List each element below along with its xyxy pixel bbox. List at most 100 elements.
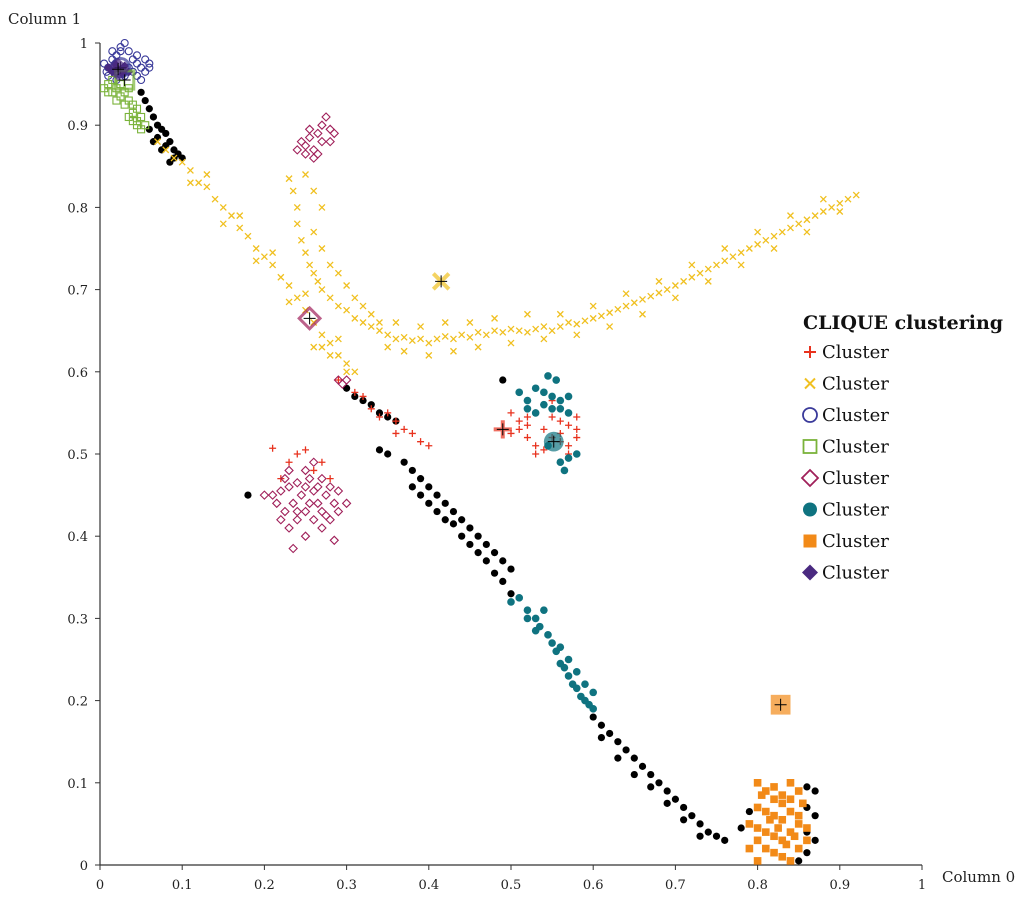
data-point bbox=[819, 195, 827, 203]
noise-point bbox=[466, 524, 474, 532]
data-point bbox=[300, 506, 311, 517]
noise-point bbox=[614, 754, 622, 762]
noise-point bbox=[712, 832, 721, 840]
data-point bbox=[137, 75, 146, 85]
data-point bbox=[745, 820, 754, 828]
noise-point bbox=[630, 770, 638, 779]
data-point bbox=[560, 466, 569, 475]
noise-point bbox=[474, 532, 482, 540]
data-point bbox=[280, 473, 290, 484]
series-2 bbox=[154, 138, 860, 376]
data-point bbox=[343, 360, 351, 368]
noise-point bbox=[384, 413, 392, 421]
data-point bbox=[794, 820, 803, 828]
data-point bbox=[836, 199, 844, 207]
data-point bbox=[313, 498, 323, 509]
data-point bbox=[507, 598, 515, 606]
data-point bbox=[532, 325, 540, 333]
noise-point bbox=[663, 799, 671, 807]
data-point bbox=[680, 277, 688, 285]
data-point bbox=[392, 335, 400, 343]
centroid-crosshair bbox=[435, 275, 448, 288]
data-point bbox=[417, 335, 425, 343]
centroid-crosshair bbox=[118, 73, 131, 86]
noise-point bbox=[384, 450, 392, 458]
data-point bbox=[753, 779, 762, 787]
data-point bbox=[573, 413, 581, 421]
x-ticks: 0 0.1 0.2 0.3 0.4 0.5 0.6 0.7 0.8 0.9 1 bbox=[96, 865, 926, 893]
legend: CLIQUE clustering ClusterClusterClusterC… bbox=[800, 312, 1003, 584]
data-point bbox=[787, 224, 794, 232]
data-point bbox=[515, 388, 524, 397]
data-point bbox=[531, 409, 540, 417]
y-tick-label: 1 bbox=[80, 37, 88, 52]
data-point bbox=[552, 376, 561, 384]
noise-point bbox=[441, 516, 449, 524]
noise-point bbox=[811, 812, 819, 820]
data-point bbox=[466, 333, 474, 341]
noise-point bbox=[638, 762, 647, 770]
data-point bbox=[132, 121, 142, 130]
noise-point bbox=[367, 401, 375, 409]
data-point bbox=[606, 309, 614, 317]
data-point bbox=[540, 388, 548, 397]
data-point bbox=[523, 606, 532, 614]
data-point bbox=[392, 429, 400, 437]
data-point bbox=[317, 136, 327, 147]
data-point bbox=[556, 396, 565, 405]
x-tick-label: 0.9 bbox=[829, 878, 850, 893]
y-axis-label: Column 1 bbox=[8, 10, 81, 28]
legend-items: Cluster Cluster Cluster Cluster Cluster Clust… bbox=[800, 342, 889, 584]
axes: 0 0.1 0.2 0.3 0.4 0.5 0.6 0.7 0.8 0.9 1 0 0.1 0.2 0.3… bbox=[8, 10, 1015, 893]
noise-point bbox=[433, 491, 441, 499]
noise-point bbox=[597, 721, 606, 729]
data-point bbox=[655, 289, 663, 297]
data-point bbox=[313, 149, 323, 159]
noise-point bbox=[614, 738, 622, 746]
data-point bbox=[310, 228, 318, 236]
x-tick-label: 0.6 bbox=[583, 878, 604, 893]
data-point bbox=[326, 339, 334, 347]
data-point bbox=[770, 783, 778, 791]
data-point bbox=[310, 466, 318, 474]
data-point bbox=[285, 458, 293, 466]
legend-label: Cluster bbox=[822, 500, 889, 521]
data-point bbox=[803, 216, 811, 224]
data-point bbox=[367, 405, 375, 413]
data-point bbox=[639, 296, 646, 303]
data-point bbox=[329, 535, 340, 546]
data-point bbox=[786, 779, 795, 787]
data-point bbox=[132, 51, 142, 60]
data-point bbox=[770, 832, 778, 841]
noise-point bbox=[145, 125, 153, 133]
data-point bbox=[556, 404, 565, 413]
data-point bbox=[367, 310, 375, 318]
data-point bbox=[729, 253, 737, 261]
data-point bbox=[259, 490, 270, 500]
data-point bbox=[318, 458, 326, 466]
data-point bbox=[778, 815, 787, 824]
data-point bbox=[523, 404, 532, 413]
data-point bbox=[300, 140, 311, 151]
data-point bbox=[276, 514, 286, 525]
data-point bbox=[280, 506, 290, 517]
data-point bbox=[786, 828, 795, 836]
data-point bbox=[491, 314, 499, 322]
data-point bbox=[317, 523, 327, 533]
data-point bbox=[581, 680, 589, 688]
data-point bbox=[515, 425, 523, 433]
data-point bbox=[302, 171, 309, 178]
y-tick-label: 0.2 bbox=[67, 695, 88, 710]
data-point bbox=[565, 319, 572, 326]
data-point bbox=[304, 132, 315, 143]
data-point bbox=[104, 71, 113, 80]
data-point bbox=[162, 146, 170, 154]
data-point bbox=[803, 836, 811, 845]
data-point bbox=[688, 273, 696, 281]
data-point bbox=[211, 195, 219, 203]
noise-point bbox=[158, 146, 166, 154]
x-tick-label: 0.8 bbox=[747, 878, 768, 893]
data-point bbox=[564, 454, 573, 462]
legend-item: Cluster bbox=[802, 437, 889, 458]
noise-point bbox=[680, 816, 688, 824]
